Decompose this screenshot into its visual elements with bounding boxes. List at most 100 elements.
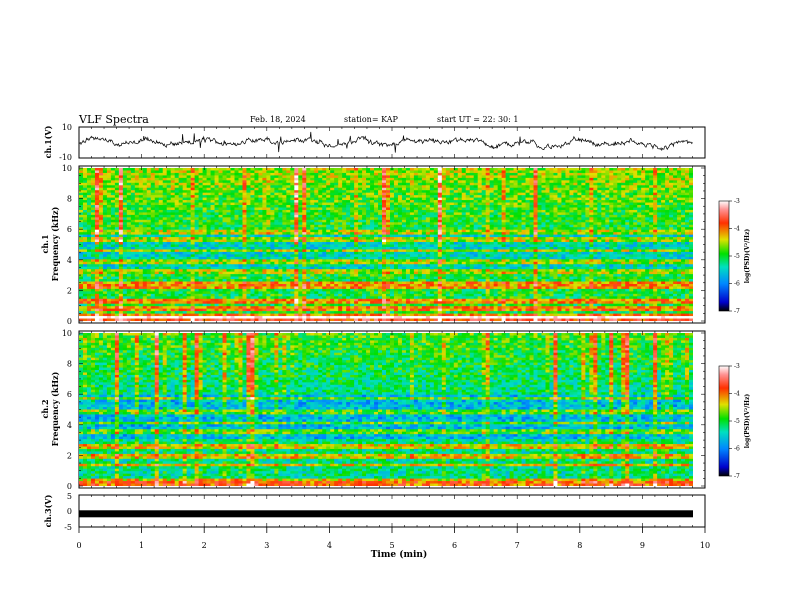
spectrogram-cell — [370, 168, 375, 171]
spectrogram-cell — [350, 192, 355, 196]
spectrogram-cell — [397, 197, 403, 201]
spectrogram-cell — [513, 227, 518, 231]
spectrogram-cell — [79, 214, 84, 218]
spectrogram-cell — [621, 214, 626, 218]
spectrogram-cell — [90, 244, 96, 248]
spectrogram-cell — [154, 187, 160, 191]
station-label: station= KAP — [344, 115, 399, 124]
spectrogram-cell — [338, 202, 343, 206]
spectrogram-cell — [290, 229, 295, 233]
spectrogram-cell — [230, 190, 235, 194]
spectrogram-cell — [366, 217, 371, 221]
spectrogram-cell — [354, 237, 359, 240]
spectrogram-cell — [106, 207, 112, 211]
spectrogram-cell — [461, 172, 467, 176]
spectrogram-cell — [218, 227, 223, 231]
spectrogram-cell — [206, 234, 211, 238]
spectrogram-cell — [382, 239, 387, 243]
spectrogram-cell — [617, 195, 622, 199]
spectrogram-cell — [561, 175, 566, 179]
spectrogram-cell — [597, 242, 602, 245]
spectrogram-cell — [350, 205, 355, 208]
spectrogram-cell — [505, 224, 510, 228]
spectrogram-cell — [429, 200, 435, 203]
spectrogram-cell — [282, 234, 287, 238]
spectrogram-cell — [358, 185, 363, 189]
spectrogram-cell — [270, 242, 275, 245]
spectrogram-cell — [481, 182, 487, 186]
spectrogram-cell — [294, 219, 299, 223]
spectrogram-cell — [278, 239, 283, 243]
spectrogram-cell — [102, 234, 108, 238]
spectrogram-cell — [577, 217, 582, 221]
spectrogram-cell — [565, 222, 570, 226]
spectrogram-cell — [322, 222, 327, 226]
spectrogram-cell — [609, 187, 614, 191]
spectrogram-cell — [641, 192, 646, 196]
spectrogram-cell — [314, 207, 319, 211]
spectrogram-cell — [589, 227, 594, 231]
spectrogram-cell — [262, 207, 267, 211]
spectrogram-cell — [461, 244, 467, 248]
spectrogram-cell — [322, 168, 327, 171]
spectrogram-cell — [649, 175, 654, 179]
spectrogram-cell — [294, 187, 299, 191]
spectrogram-cell — [465, 172, 471, 176]
spectrogram-cell — [274, 175, 279, 179]
spectrogram-cell — [465, 180, 471, 184]
spectrogram-cell — [154, 207, 160, 211]
spectrogram-cell — [166, 242, 172, 245]
spectrogram-cell — [366, 195, 371, 199]
spectrogram-cell — [286, 209, 291, 213]
spectrogram-cell — [437, 192, 443, 196]
spectrogram-cell — [382, 170, 387, 174]
spectrogram-cell — [673, 214, 678, 218]
spectrogram-cell — [637, 180, 642, 184]
spectrogram-cell — [457, 202, 463, 206]
spectrogram-cell — [521, 207, 526, 211]
spectrogram-cell — [573, 222, 578, 226]
spectrogram-cell — [118, 200, 124, 203]
spectrogram-cell — [306, 185, 311, 189]
spectrogram-cell — [689, 219, 693, 223]
spectrogram-cell — [425, 195, 431, 199]
spectrogram-cell — [226, 232, 231, 236]
spectrogram-cell — [405, 190, 411, 194]
spectrogram-cell — [302, 185, 307, 189]
spectrogram-cell — [378, 187, 383, 191]
spectrogram-cell — [366, 229, 371, 233]
spectrogram-cell — [533, 197, 538, 201]
spectrogram-cell — [106, 182, 112, 186]
spectrogram-cell — [509, 195, 514, 199]
spectrogram-cell — [641, 234, 646, 238]
spectrogram-cell — [346, 242, 351, 245]
spectrogram-cell — [657, 187, 662, 191]
spectrogram-cell — [393, 222, 399, 226]
spectrogram-cell — [198, 217, 203, 221]
spectrogram-cell — [258, 172, 263, 176]
spectrogram-cell — [561, 197, 566, 201]
spectrogram-cell — [617, 217, 622, 221]
spectrogram-cell — [621, 172, 626, 176]
spectrogram-cell — [673, 195, 678, 199]
spectrogram-cell — [641, 180, 646, 184]
spectrogram-cell — [202, 197, 207, 201]
spectrogram-cell — [306, 237, 311, 240]
spectrogram-cell — [322, 180, 327, 184]
spectrogram-cell — [545, 168, 550, 171]
spectrogram-cell — [114, 187, 120, 191]
spectrogram-cell — [338, 175, 343, 179]
spectrogram-cell — [425, 234, 431, 238]
spectrogram-cell — [605, 207, 610, 211]
spectrogram-cell — [350, 195, 355, 199]
spectrogram-cell — [409, 217, 415, 221]
spectrogram-cell — [393, 217, 399, 221]
spectrogram-cell — [346, 182, 351, 186]
spectrogram-cell — [86, 239, 92, 243]
spectrogram-cell — [397, 219, 403, 223]
spectrogram-cell — [142, 197, 148, 201]
spectrogram-cell — [497, 212, 503, 216]
spectrogram-cell — [382, 175, 387, 179]
spectrogram-cell — [362, 234, 367, 238]
spectrogram-cell — [322, 190, 327, 194]
